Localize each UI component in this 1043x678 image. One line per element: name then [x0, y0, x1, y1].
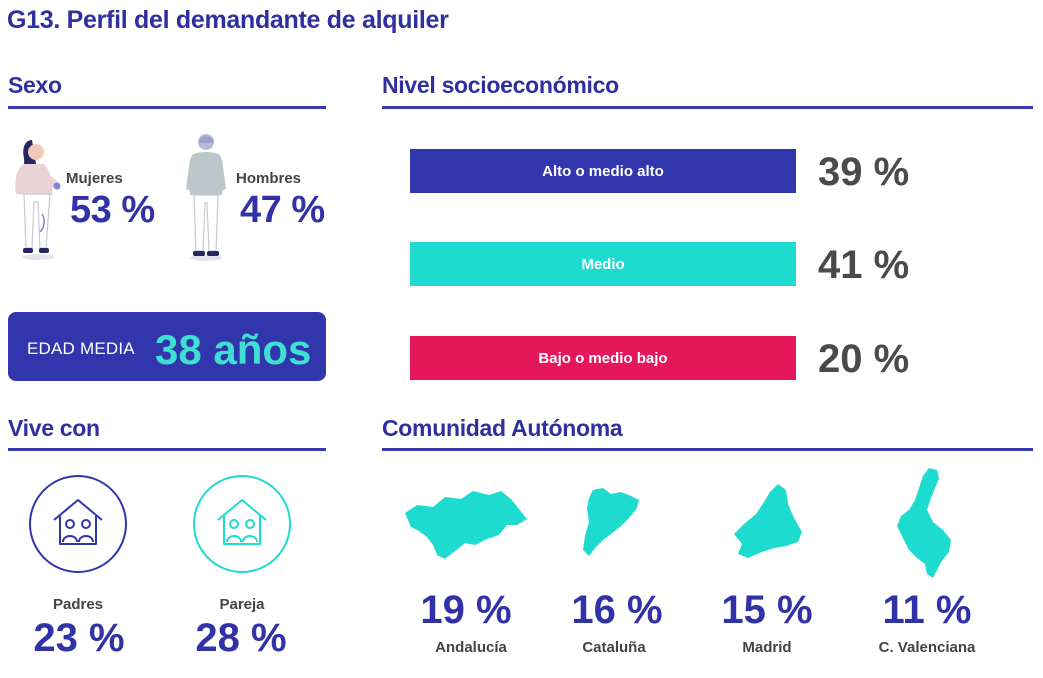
vive-heading: Vive con — [8, 415, 100, 441]
padres-circle — [29, 475, 127, 573]
valencia-label: C. Valenciana — [878, 639, 976, 656]
madrid-map-icon — [734, 484, 802, 558]
nivel-bar-alto: Alto o medio alto — [410, 149, 796, 193]
edad-media-value: 38 años — [155, 326, 312, 373]
comunidad-divider — [382, 448, 1033, 451]
man-figure-icon — [186, 134, 226, 261]
nivel-bar-medio: Medio — [410, 242, 796, 286]
woman-figure-icon — [15, 140, 61, 260]
pareja-value: 28 % — [195, 616, 287, 660]
pareja-label: Pareja — [219, 596, 265, 613]
edad-media-box — [8, 312, 326, 381]
page-title: G13. Perfil del demandante de alquiler — [7, 6, 449, 34]
vive-divider — [8, 448, 326, 451]
nivel-value-medio: 41 % — [818, 243, 910, 287]
andalucia-value: 19 % — [420, 588, 512, 632]
house-couple-icon — [217, 499, 267, 545]
andalucia-map-icon — [405, 491, 527, 559]
house-people-icon — [53, 499, 103, 545]
madrid-value: 15 % — [721, 588, 813, 632]
valencia-value: 11 % — [882, 588, 972, 632]
hombres-label: Hombres — [236, 170, 302, 187]
hombres-value: 47 % — [240, 189, 325, 231]
madrid-label: Madrid — [742, 639, 792, 656]
nivel-heading: Nivel socioeconómico — [382, 72, 619, 98]
padres-label: Padres — [52, 596, 104, 613]
pareja-circle — [193, 475, 291, 573]
cataluna-label: Cataluña — [582, 639, 646, 656]
mujeres-label: Mujeres — [66, 170, 123, 187]
comunidad-heading: Comunidad Autónoma — [382, 415, 623, 441]
nivel-divider — [382, 106, 1033, 109]
cataluna-value: 16 % — [571, 588, 663, 632]
sexo-heading: Sexo — [8, 72, 62, 98]
valencia-map-icon — [897, 468, 951, 578]
nivel-bar-bajo: Bajo o medio bajo — [410, 336, 796, 380]
nivel-value-alto: 39 % — [818, 150, 910, 194]
andalucia-label: Andalucía — [435, 639, 507, 656]
nivel-value-bajo: 20 % — [818, 337, 910, 381]
edad-media-label: EDAD MEDIA — [27, 339, 135, 358]
cataluna-map-icon — [583, 488, 639, 556]
sexo-divider — [8, 106, 326, 109]
mujeres-value: 53 % — [70, 189, 155, 231]
padres-value: 23 % — [33, 616, 125, 660]
